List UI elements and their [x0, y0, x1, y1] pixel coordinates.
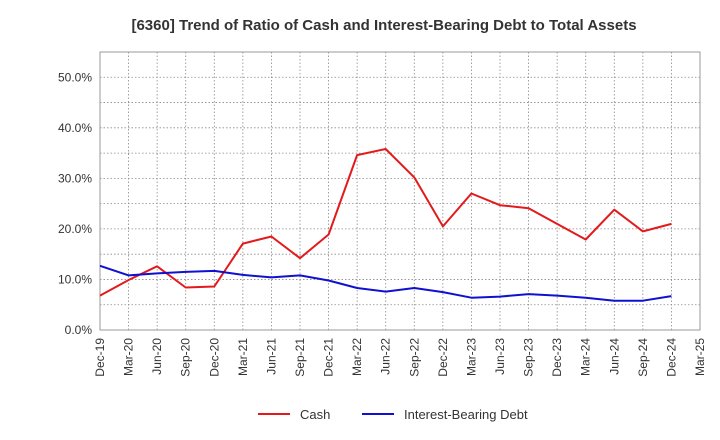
x-tick-label: Jun-23 [493, 338, 507, 375]
y-tick-label: 20.0% [58, 222, 92, 236]
x-tick-label: Mar-23 [464, 338, 478, 376]
x-tick-label: Jun-20 [150, 338, 164, 375]
x-tick-label: Mar-24 [579, 338, 593, 376]
legend-label: Interest-Bearing Debt [404, 407, 528, 422]
y-tick-label: 0.0% [65, 323, 93, 337]
legend: Cash Interest-Bearing Debt [258, 407, 528, 422]
x-tick-label: Dec-24 [664, 338, 678, 377]
x-tick-label: Dec-22 [436, 338, 450, 377]
y-tick-label: 40.0% [58, 121, 92, 135]
x-tick-label: Mar-25 [693, 338, 707, 376]
x-tick-label: Dec-19 [93, 338, 107, 377]
x-tick-label: Sep-22 [407, 338, 421, 377]
x-tick-label: Jun-24 [607, 338, 621, 375]
x-tick-label: Sep-23 [522, 338, 536, 377]
x-tick-label: Sep-20 [179, 338, 193, 377]
x-tick-label: Sep-21 [293, 338, 307, 377]
grid [99, 51, 701, 330]
y-tick-label: 50.0% [58, 70, 92, 84]
x-tick-label: Mar-20 [122, 338, 136, 376]
x-tick-label: Dec-23 [550, 338, 564, 377]
legend-label: Cash [300, 407, 330, 422]
series-line-cash [99, 148, 672, 297]
series-lines [99, 148, 672, 302]
x-tick-label: Sep-24 [636, 338, 650, 377]
x-tick-label: Jun-22 [379, 338, 393, 375]
x-axis: Dec-19 Mar-20 Jun-20 Sep-20 Dec-20 Mar-21 Jun-… [93, 338, 707, 377]
x-tick-label: Mar-22 [350, 338, 364, 376]
chart-title: [6360] Trend of Ratio of Cash and Intere… [131, 17, 636, 34]
x-tick-label: Dec-20 [207, 338, 221, 377]
x-tick-label: Mar-21 [236, 338, 250, 376]
plot-area [99, 51, 701, 331]
x-tick-label: Dec-21 [322, 338, 336, 377]
y-tick-label: 10.0% [58, 272, 92, 286]
y-axis: 0.0% 10.0% 20.0% 30.0% 40.0% 50.0% [58, 70, 92, 337]
series-line-interest-bearing-debt [99, 264, 672, 302]
x-tick-label: Jun-21 [264, 338, 278, 375]
y-tick-label: 30.0% [58, 171, 92, 185]
